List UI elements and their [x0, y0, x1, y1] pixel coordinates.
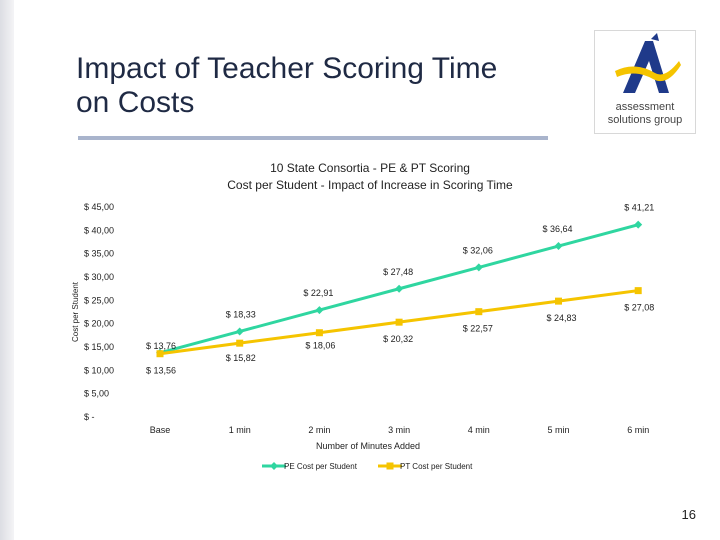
series-1-point-2 [315, 306, 324, 315]
legend-label-1: PE Cost per Student [284, 462, 358, 471]
x-tick-label-1: 1 min [229, 425, 251, 435]
series-1-data-label-2: $ 22,91 [303, 288, 333, 298]
series-2-data-label-4: $ 22,57 [463, 324, 493, 334]
y-tick-label-0: $ - [84, 412, 95, 422]
series-2-data-label-2: $ 18,06 [305, 341, 335, 351]
y-tick-label-4: $ 20,00 [84, 319, 114, 329]
y-tick-label-3: $ 15,00 [84, 342, 114, 352]
legend-label-2: PT Cost per Student [400, 462, 473, 471]
company-logo: assessment solutions group [594, 30, 696, 134]
legend-marker-2 [386, 462, 394, 470]
y-tick-label-2: $ 10,00 [84, 365, 114, 375]
y-tick-label-8: $ 40,00 [84, 225, 114, 235]
legend-marker-1 [270, 462, 278, 470]
y-tick-label-5: $ 25,00 [84, 295, 114, 305]
x-tick-label-2: 2 min [308, 425, 330, 435]
chart-title-line-2: Cost per Student - Impact of Increase in… [227, 178, 513, 192]
y-axis-label: Cost per Student [71, 281, 80, 342]
y-tick-label-9: $ 45,00 [84, 202, 114, 212]
series-1-point-3 [395, 284, 404, 293]
chart-title-line-1: 10 State Consortia - PE & PT Scoring [270, 161, 470, 175]
series-1-data-label-6: $ 41,21 [624, 203, 654, 213]
y-tick-label-1: $ 5,00 [84, 389, 109, 399]
series-1-point-1 [235, 327, 244, 336]
series-2-data-label-5: $ 24,83 [547, 313, 577, 323]
series-2-point-5 [555, 297, 562, 305]
series-2-data-label-0: $ 13,56 [146, 366, 176, 376]
series-2-point-4 [475, 308, 483, 316]
series-1-data-label-0: $ 13,76 [146, 341, 176, 351]
series-2-point-2 [315, 329, 323, 337]
x-tick-label-0: Base [150, 425, 171, 435]
left-accent-bar [0, 0, 14, 540]
series-2-data-label-6: $ 27,08 [624, 303, 654, 313]
series-1-data-label-3: $ 27,48 [383, 267, 413, 277]
logo-text-line-1: assessment [615, 101, 675, 113]
slide-title-line-2: on Costs [76, 86, 195, 119]
title-underline [78, 136, 548, 140]
page-number: 16 [681, 507, 696, 522]
slide-title-line-1: Impact of Teacher Scoring Time [76, 52, 498, 85]
logo-mark-icon [615, 33, 681, 93]
x-tick-label-4: 4 min [468, 425, 490, 435]
series-1-data-label-5: $ 36,64 [543, 224, 573, 234]
series-1-point-6 [634, 220, 643, 229]
series-2-point-0 [156, 350, 164, 358]
series-2-point-3 [395, 318, 403, 326]
series-2-data-label-3: $ 20,32 [383, 334, 413, 344]
x-tick-label-5: 5 min [547, 425, 569, 435]
y-tick-label-7: $ 35,00 [84, 249, 114, 259]
x-axis-label: Number of Minutes Added [316, 441, 420, 451]
series-1-data-label-4: $ 32,06 [463, 245, 493, 255]
series-1-point-4 [474, 263, 483, 272]
x-tick-label-3: 3 min [388, 425, 410, 435]
series-1-point-5 [554, 242, 563, 251]
logo-text-line-2: solutions group [607, 114, 683, 126]
series-2-point-1 [236, 339, 244, 347]
y-tick-label-6: $ 30,00 [84, 272, 114, 282]
series-2-point-6 [634, 287, 642, 295]
series-2-data-label-1: $ 15,82 [226, 353, 256, 363]
series-1-data-label-1: $ 18,33 [226, 309, 256, 319]
x-tick-label-6: 6 min [627, 425, 649, 435]
slide-title: Impact of Teacher Scoring Time on Costs [76, 52, 556, 120]
